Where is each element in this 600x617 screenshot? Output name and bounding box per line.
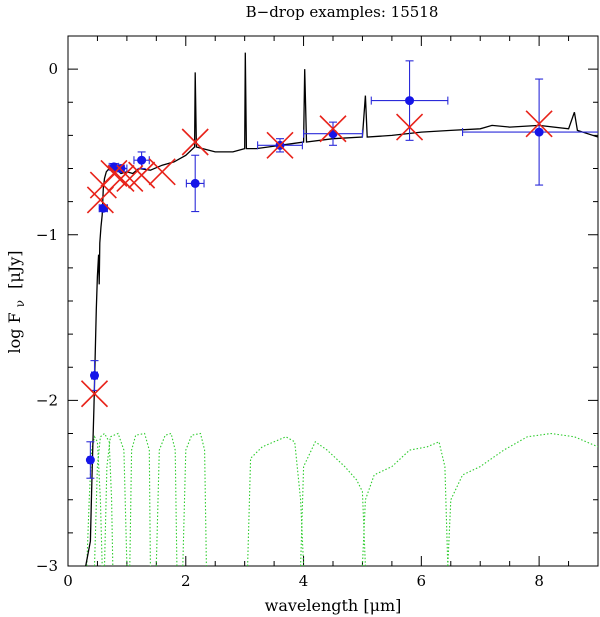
chart-title: B−drop examples: 15518 <box>246 3 439 21</box>
svg-text:log F ν [μJy]: log F ν [μJy] <box>5 250 28 353</box>
model-point <box>181 128 209 156</box>
observed-point <box>328 129 338 139</box>
observed-points <box>85 96 544 465</box>
model-point <box>266 131 294 159</box>
sed-curve-group <box>85 52 598 566</box>
filter-curve <box>182 432 207 566</box>
x-tick-label: 2 <box>181 572 191 590</box>
filter-curve <box>86 435 103 566</box>
y-axis-label-main: log F <box>5 312 24 353</box>
filter-curve <box>103 432 128 566</box>
x-tick-label: 4 <box>299 572 309 590</box>
model-point <box>395 113 424 141</box>
observed-point <box>405 96 415 106</box>
model-point <box>80 380 109 408</box>
y-tick-label: 0 <box>48 60 58 78</box>
plot-area <box>80 52 598 566</box>
filter-curve <box>93 432 114 566</box>
filter-curves <box>86 432 598 566</box>
sed-curve <box>85 52 598 566</box>
y-tick-label: −1 <box>36 226 58 244</box>
x-axis-label: wavelength [μm] <box>265 596 402 615</box>
observed-point <box>534 127 544 137</box>
tick-labels: 0 2 4 6 8 −3 −2 −1 0 <box>36 60 544 590</box>
y-axis-label: log F ν [μJy] <box>5 250 28 353</box>
observed-errorbars <box>86 60 598 479</box>
observed-point <box>190 178 200 188</box>
model-point <box>525 110 553 138</box>
x-tick-label: 0 <box>63 572 73 590</box>
observed-point <box>137 155 147 165</box>
model-point <box>148 158 176 186</box>
y-axis-label-unit: [μJy] <box>5 250 24 288</box>
filter-curve <box>155 432 178 566</box>
filter-curve <box>129 432 151 566</box>
filter-curve <box>247 436 305 566</box>
filter-curve <box>447 432 598 566</box>
x-tick-label: 6 <box>417 572 427 590</box>
plot-frame <box>67 35 599 567</box>
axis-ticks <box>67 35 599 567</box>
model-point <box>116 164 144 193</box>
filter-curve <box>361 441 449 566</box>
observed-point <box>90 371 99 381</box>
y-tick-label: −2 <box>36 391 58 409</box>
y-tick-label: −3 <box>36 557 58 575</box>
model-point <box>100 159 128 188</box>
y-axis-label-sub: ν <box>13 300 27 307</box>
x-tick-label: 8 <box>534 572 544 590</box>
model-point <box>319 115 347 143</box>
filter-curve <box>300 440 366 566</box>
model-points <box>80 110 553 408</box>
observed-point <box>85 455 95 465</box>
